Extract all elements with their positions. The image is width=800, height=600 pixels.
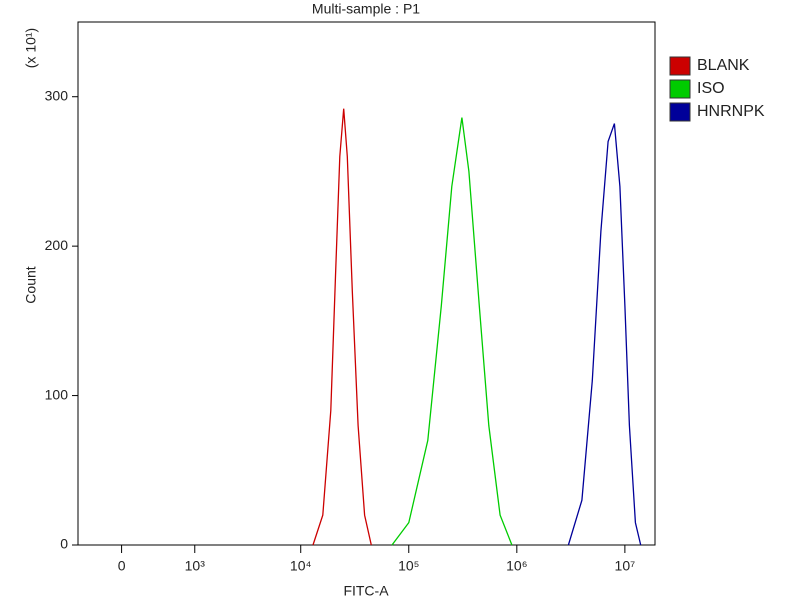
x-tick-label: 10⁶ — [506, 558, 527, 574]
y-tick-label: 100 — [45, 386, 69, 402]
histogram-line — [391, 117, 513, 546]
y-tick-label: 200 — [45, 237, 69, 253]
x-tick-label: 10⁷ — [615, 558, 636, 574]
legend-swatch — [669, 79, 691, 99]
x-axis-label: FITC-A — [343, 583, 389, 599]
plot-frame — [77, 21, 656, 546]
legend-swatch — [669, 56, 691, 76]
y-axis-multiplier: (x 10¹) — [23, 28, 39, 68]
y-tick-label: 0 — [60, 536, 68, 552]
chart-title: Multi-sample : P1 — [312, 1, 420, 17]
y-tick-label: 300 — [45, 87, 69, 103]
histogram-line — [567, 123, 642, 546]
legend-label: BLANK — [697, 57, 750, 74]
y-axis-label: Count — [23, 266, 39, 303]
legend-label: ISO — [697, 80, 725, 97]
x-tick-label: 10⁵ — [398, 558, 419, 574]
x-tick-label: 10³ — [185, 558, 206, 574]
x-tick-label: 0 — [118, 558, 126, 574]
histogram-line — [312, 108, 372, 546]
x-tick-label: 10⁴ — [290, 558, 312, 574]
legend-label: HNRNPK — [697, 103, 765, 120]
legend-swatch — [669, 102, 691, 122]
